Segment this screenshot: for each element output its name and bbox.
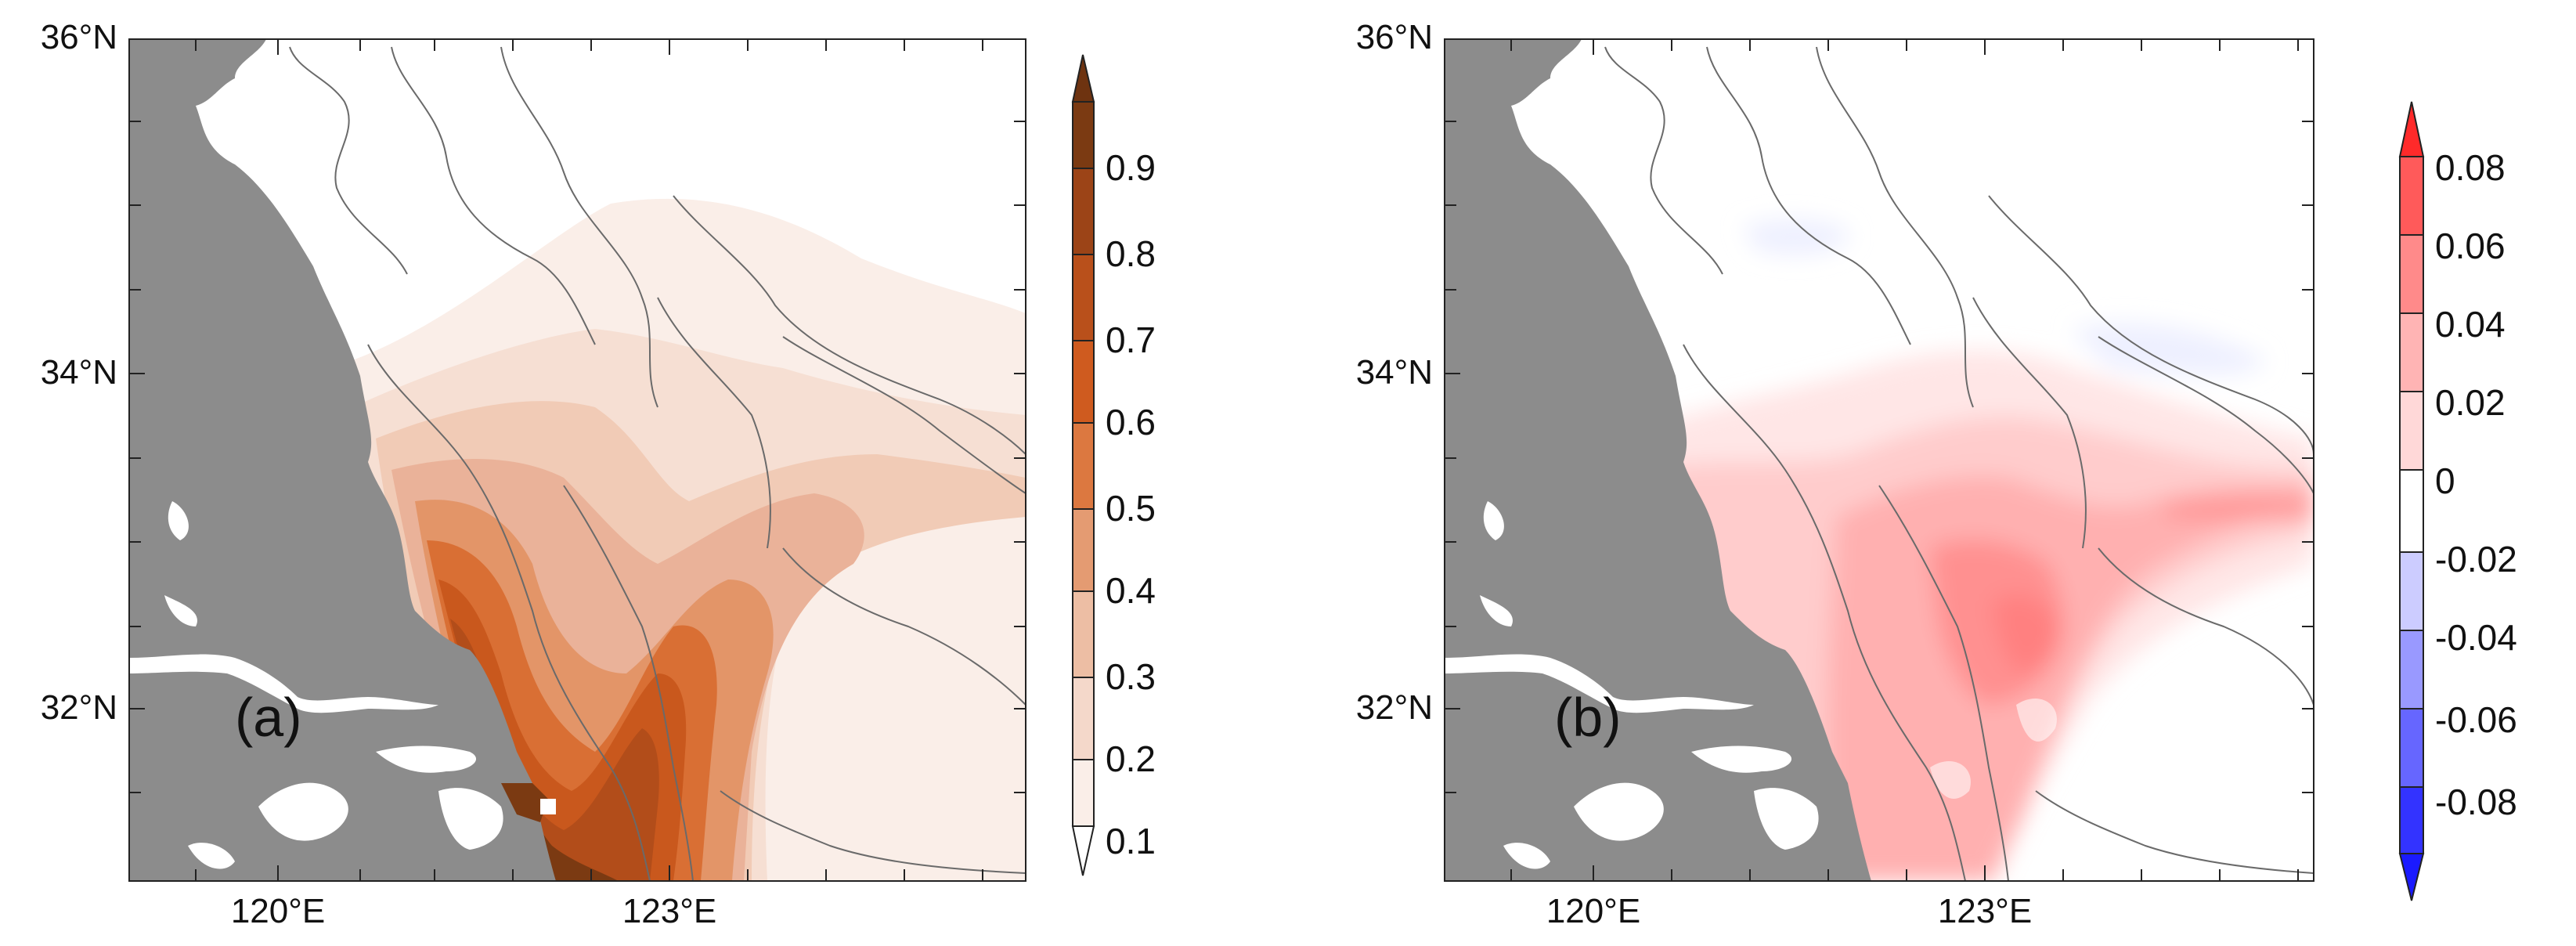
colorbar-b: 0.08 0.06 0.04 0.02 0 -0.02 -0.04 -0.06 … <box>2398 101 2517 901</box>
isobath-lines-a <box>289 46 1026 881</box>
colorbar-label: 0.02 <box>2435 382 2506 423</box>
lat-label-34: 34°N <box>41 353 117 392</box>
panel-b-svg: 36°N 34°N 32°N 120°E 123°E (b) 0.08 0.06… <box>1356 18 2517 930</box>
lat-label-36: 36°N <box>41 18 117 56</box>
land-a <box>129 39 556 881</box>
panel-a: 36°N 34°N 32°N 120°E 123°E (a) 0.9 0.8 0… <box>0 0 1284 942</box>
lon-label-120: 120°E <box>231 892 325 930</box>
land-b <box>1445 39 1871 881</box>
colorbar-label: 0.6 <box>1106 402 1156 442</box>
lat-label-34: 34°N <box>1356 353 1433 392</box>
axis-ticks-a <box>129 38 1026 881</box>
colorbar-label: 0 <box>2435 460 2455 501</box>
isobath-lines-b <box>1604 46 2314 881</box>
colorbar-bottom-arrow <box>2398 853 2425 901</box>
colorbar-swatch <box>2399 156 2424 236</box>
lon-label-120: 120°E <box>1546 892 1640 930</box>
lat-label-32: 32°N <box>41 688 117 727</box>
colorbar-swatch <box>1072 254 1095 341</box>
colorbar-top-arrow <box>1071 54 1095 103</box>
concentration-field-a <box>329 198 1026 881</box>
lon-label-123: 123°E <box>622 892 716 930</box>
lon-label-123: 123°E <box>1938 892 2032 930</box>
colorbar-label: 0.4 <box>1106 570 1156 611</box>
colorbar-label: 0.06 <box>2435 226 2506 266</box>
colorbar-swatch <box>1072 422 1095 510</box>
colorbar-label: 0.04 <box>2435 304 2506 345</box>
panel-label-a: (a) <box>235 687 302 748</box>
colorbar-swatch <box>1072 340 1095 424</box>
colorbar-label: -0.06 <box>2435 699 2517 740</box>
colorbar-label: 0.2 <box>1106 738 1156 779</box>
colorbar-label: 0.9 <box>1106 147 1156 188</box>
colorbar-swatch <box>1072 590 1095 678</box>
lat-label-36: 36°N <box>1356 18 1433 56</box>
map-area-b <box>1445 39 2314 881</box>
panel-b: 36°N 34°N 32°N 120°E 123°E (b) 0.08 0.06… <box>1288 0 2576 942</box>
panel-label-b: (b) <box>1554 687 1622 748</box>
colorbar-label: -0.08 <box>2435 782 2517 822</box>
colorbar-top-arrow <box>2398 101 2425 157</box>
colorbar-swatch <box>2399 312 2424 392</box>
colorbar-label: 0.5 <box>1106 488 1156 529</box>
colorbar-swatch <box>2399 391 2424 471</box>
colorbar-label: 0.3 <box>1106 656 1156 697</box>
colorbar-swatch <box>1072 101 1095 169</box>
colorbar-swatch <box>1072 677 1095 760</box>
colorbar-swatch <box>1072 759 1095 827</box>
colorbar-swatch <box>2399 234 2424 314</box>
lat-label-32: 32°N <box>1356 688 1433 727</box>
colorbar-swatch <box>2399 469 2424 553</box>
colorbar-label: -0.04 <box>2435 617 2517 658</box>
colorbar-swatch <box>1072 508 1095 592</box>
colorbar-swatch <box>2399 551 2424 631</box>
colorbar-bottom-arrow <box>1071 825 1095 876</box>
panel-a-svg: 36°N 34°N 32°N 120°E 123°E (a) 0.9 0.8 0… <box>41 18 1156 930</box>
colorbar-a: 0.9 0.8 0.7 0.6 0.5 0.4 0.3 0.2 0.1 <box>1071 54 1156 876</box>
axis-ticks-b <box>1445 38 2314 881</box>
colorbar-label: 0.7 <box>1106 320 1156 360</box>
colorbar-label: 0.8 <box>1106 233 1156 274</box>
colorbar-label: -0.02 <box>2435 539 2517 580</box>
colorbar-label: 0.08 <box>2435 147 2506 188</box>
colorbar-swatch <box>2399 786 2424 854</box>
map-frame-a <box>128 38 1026 882</box>
colorbar-swatch <box>1072 168 1095 255</box>
map-frame-b <box>1444 38 2314 882</box>
colorbar-label: 0.1 <box>1106 821 1156 861</box>
colorbar-swatch <box>2399 708 2424 788</box>
colorbar-swatch <box>2399 630 2424 710</box>
map-area-a <box>129 39 1026 881</box>
